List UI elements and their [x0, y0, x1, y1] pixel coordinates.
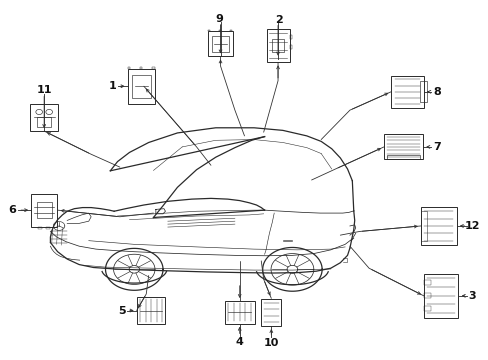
Text: 6: 6 — [9, 205, 17, 215]
Bar — [219, 30, 221, 31]
Bar — [289, 35, 292, 39]
Text: 4: 4 — [235, 337, 243, 347]
Bar — [127, 67, 130, 69]
Bar — [208, 30, 210, 31]
Bar — [383, 134, 423, 159]
Bar — [152, 67, 154, 69]
Bar — [289, 45, 292, 49]
Bar — [38, 227, 42, 229]
Bar — [30, 104, 58, 131]
Bar — [208, 31, 232, 57]
Bar — [420, 211, 426, 240]
Bar — [132, 75, 150, 98]
Bar — [423, 274, 457, 318]
Bar — [37, 117, 51, 127]
Bar — [424, 306, 430, 311]
Bar — [31, 194, 57, 227]
Text: 9: 9 — [215, 14, 223, 24]
Text: 8: 8 — [432, 87, 440, 97]
Bar — [137, 297, 165, 324]
Text: 2: 2 — [275, 15, 282, 25]
Bar — [272, 39, 283, 53]
Bar — [212, 36, 228, 52]
Text: 10: 10 — [263, 338, 279, 347]
Bar — [224, 301, 254, 324]
Bar — [386, 155, 419, 159]
Bar — [37, 202, 51, 219]
Bar — [229, 30, 232, 31]
Bar — [140, 67, 142, 69]
Bar — [390, 76, 423, 108]
Bar — [424, 293, 430, 298]
Text: 1: 1 — [109, 81, 116, 91]
Bar — [420, 207, 456, 245]
Bar — [46, 227, 50, 229]
Text: 11: 11 — [37, 85, 52, 95]
Bar — [127, 69, 155, 104]
Text: 12: 12 — [464, 221, 479, 231]
Text: 3: 3 — [468, 291, 475, 301]
Bar — [419, 81, 426, 102]
Bar — [424, 280, 430, 285]
Bar — [261, 298, 281, 326]
Text: 7: 7 — [432, 142, 440, 152]
Bar — [266, 29, 289, 62]
Text: 5: 5 — [118, 306, 125, 315]
